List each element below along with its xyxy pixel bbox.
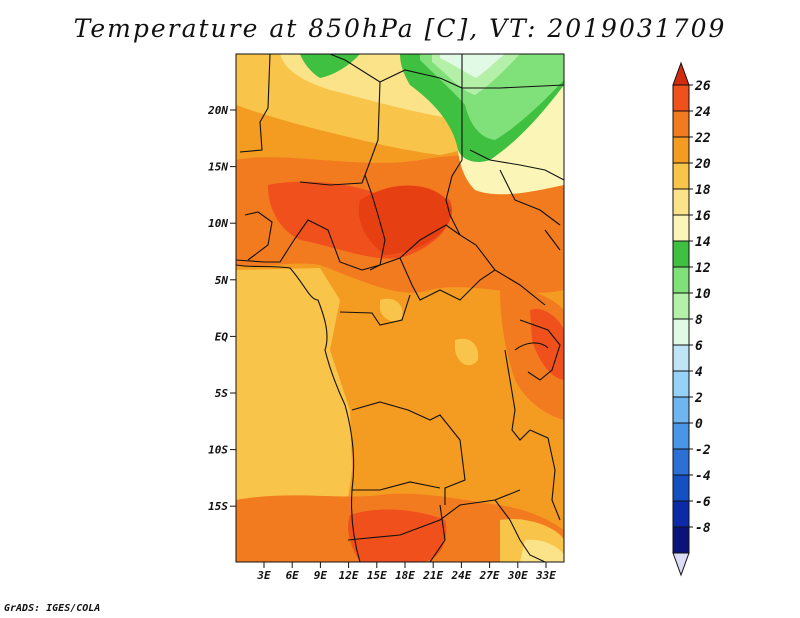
map-frame [235,53,565,563]
colorbar-label: 6 [695,339,703,354]
colorbar-segment [672,344,690,372]
colorbar-label: 20 [694,157,711,172]
colorbar-label: -6 [695,495,711,510]
colorbar-segment [672,240,690,268]
colorbar-label: 2 [694,391,703,406]
lat-tick-label: 5N [215,274,229,287]
credit-footer: GrADS: IGES/COLA [4,603,101,614]
colorbar-segment [672,474,690,502]
colorbar-label: 8 [695,313,703,328]
lon-tick-label: 18E [395,569,415,582]
colorbar-segment [672,110,690,138]
colorbar-bottom-arrow [672,552,690,577]
lon-tick-label: 3E [256,569,271,582]
colorbar-label: 10 [695,287,711,302]
lat-tick-label: 10N [208,217,228,230]
lat-tick-label: EQ [215,330,229,343]
lat-tick-label: 10S [208,444,228,457]
colorbar-segment [672,396,690,424]
colorbar-segment [672,500,690,528]
lon-tick-label: 24E [450,569,471,582]
colorbar-top-arrow [672,61,690,86]
colorbar-label: 24 [694,105,711,120]
colorbar-label: 16 [695,209,711,224]
colorbar-segment [672,136,690,164]
colorbar-label: 0 [695,417,703,432]
colorbar-segment [672,214,690,242]
colorbar-label: -2 [695,443,711,458]
colorbar-segment [672,318,690,346]
colorbar-segment [672,292,690,320]
longitude-axis: 3E 6E 9E 12E 15E 18E 21E 24E 27E 30E 33E [256,562,556,582]
lon-tick-label: 21E [422,569,443,582]
map-title: Temperature at 850hPa [C], VT: 201903170… [73,14,727,43]
colorbar-segment [672,526,690,554]
lon-tick-label: 15E [367,569,387,582]
colorbar-label: -8 [695,521,711,536]
colorbar-label: 22 [694,131,711,146]
latitude-axis: 20N 15N 10N 5N EQ 5S 10S 15S [207,104,236,513]
colorbar-segment [672,266,690,294]
lat-tick-label: 5S [215,387,229,400]
lat-tick-label: 15S [208,500,228,513]
country-borders [236,54,564,562]
colorbar-segment [672,422,690,450]
lon-tick-label: 9E [314,569,328,582]
lon-tick-label: 12E [339,569,359,582]
colorbar-segment [672,162,690,190]
colorbar-segment [672,370,690,398]
colorbar-label: 12 [695,261,711,276]
colorbar-label: -4 [695,469,711,484]
lon-tick-label: 33E [535,569,556,582]
colorbar-segment [672,188,690,216]
colorbar-segment [672,84,690,112]
lat-tick-label: 20N [207,104,228,117]
colorbar-segment [672,448,690,476]
lon-tick-label: 30E [507,569,528,582]
colorbar-label: 4 [695,365,703,380]
colorbar-label: 14 [695,235,711,250]
lat-tick-label: 15N [208,161,228,174]
lon-tick-label: 27E [479,569,500,582]
colorbar-label: 26 [694,79,711,94]
temperature-field [236,54,564,562]
lon-tick-label: 6E [286,569,300,582]
colorbar-label: 18 [695,183,711,198]
